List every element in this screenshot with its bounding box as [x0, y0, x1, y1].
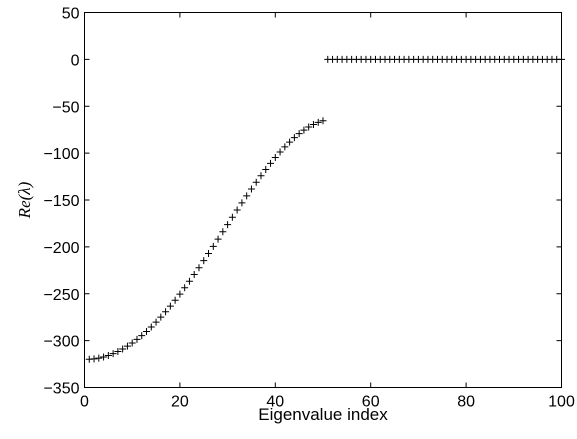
- data-point: [143, 327, 151, 335]
- data-point: [95, 354, 103, 362]
- x-axis-ticks: 0 20 40 60 80 100: [80, 12, 575, 411]
- data-point: [162, 308, 170, 316]
- data-point: [262, 165, 270, 173]
- data-point: [133, 335, 141, 343]
- x-tick-label: 0: [80, 394, 89, 411]
- data-point: [157, 313, 165, 321]
- data-point: [171, 296, 179, 304]
- x-tick-label: 40: [266, 394, 284, 411]
- data-point: [233, 206, 241, 214]
- data-point: [286, 138, 294, 146]
- data-point: [176, 290, 184, 298]
- y-tick-label: −200: [43, 240, 79, 257]
- data-point: [257, 172, 265, 180]
- data-point: [267, 159, 275, 167]
- data-point: [276, 148, 284, 156]
- y-axis-label: Re(λ): [15, 181, 34, 219]
- y-tick-label: −350: [43, 381, 79, 398]
- data-point: [305, 123, 313, 131]
- data-point: [228, 213, 236, 221]
- data-point: [309, 120, 317, 128]
- data-point: [190, 271, 198, 279]
- y-axis-ticks: 50 0 −50 −100 −150 −200 −250 −300 −350: [43, 6, 562, 398]
- data-point: [238, 199, 246, 207]
- y-tick-label: −150: [43, 193, 79, 210]
- data-point: [214, 235, 222, 243]
- data-point: [209, 242, 217, 250]
- x-axis-label: Eigenvalue index: [258, 405, 388, 424]
- data-point: [271, 154, 279, 162]
- y-tick-label: −100: [43, 146, 79, 163]
- data-point: [166, 302, 174, 310]
- data-point: [128, 339, 136, 347]
- data-point: [314, 118, 322, 126]
- data-point: [252, 178, 260, 186]
- data-point: [224, 221, 232, 229]
- data-point: [205, 250, 213, 258]
- data-point: [138, 332, 146, 340]
- x-tick-label: 20: [171, 394, 189, 411]
- data-point: [295, 130, 303, 138]
- data-point: [181, 284, 189, 292]
- data-point: [109, 350, 117, 358]
- data-point: [195, 264, 203, 272]
- data-point: [114, 348, 122, 355]
- data-point: [90, 355, 98, 363]
- plot-frame: [84, 12, 562, 388]
- data-points: [85, 55, 565, 363]
- data-point: [281, 143, 289, 151]
- x-tick-label: 100: [548, 394, 575, 411]
- data-point: [243, 192, 251, 200]
- x-tick-label: 60: [362, 394, 380, 411]
- data-point: [200, 257, 208, 265]
- data-point: [300, 126, 308, 134]
- data-point: [290, 134, 298, 142]
- data-point: [123, 342, 131, 350]
- data-point: [100, 353, 108, 361]
- y-tick-label: −250: [43, 287, 79, 304]
- data-point: [219, 228, 227, 236]
- data-point: [119, 345, 127, 353]
- data-point: [185, 277, 193, 285]
- y-tick-label: −300: [43, 334, 79, 351]
- y-tick-label: −50: [52, 99, 79, 116]
- data-point: [152, 318, 160, 326]
- data-point: [147, 323, 155, 331]
- data-point: [247, 185, 255, 193]
- y-tick-label: 0: [71, 52, 80, 69]
- data-point: [104, 351, 112, 359]
- x-tick-label: 80: [457, 394, 475, 411]
- data-point: [319, 117, 327, 125]
- y-tick-label: 50: [62, 6, 80, 23]
